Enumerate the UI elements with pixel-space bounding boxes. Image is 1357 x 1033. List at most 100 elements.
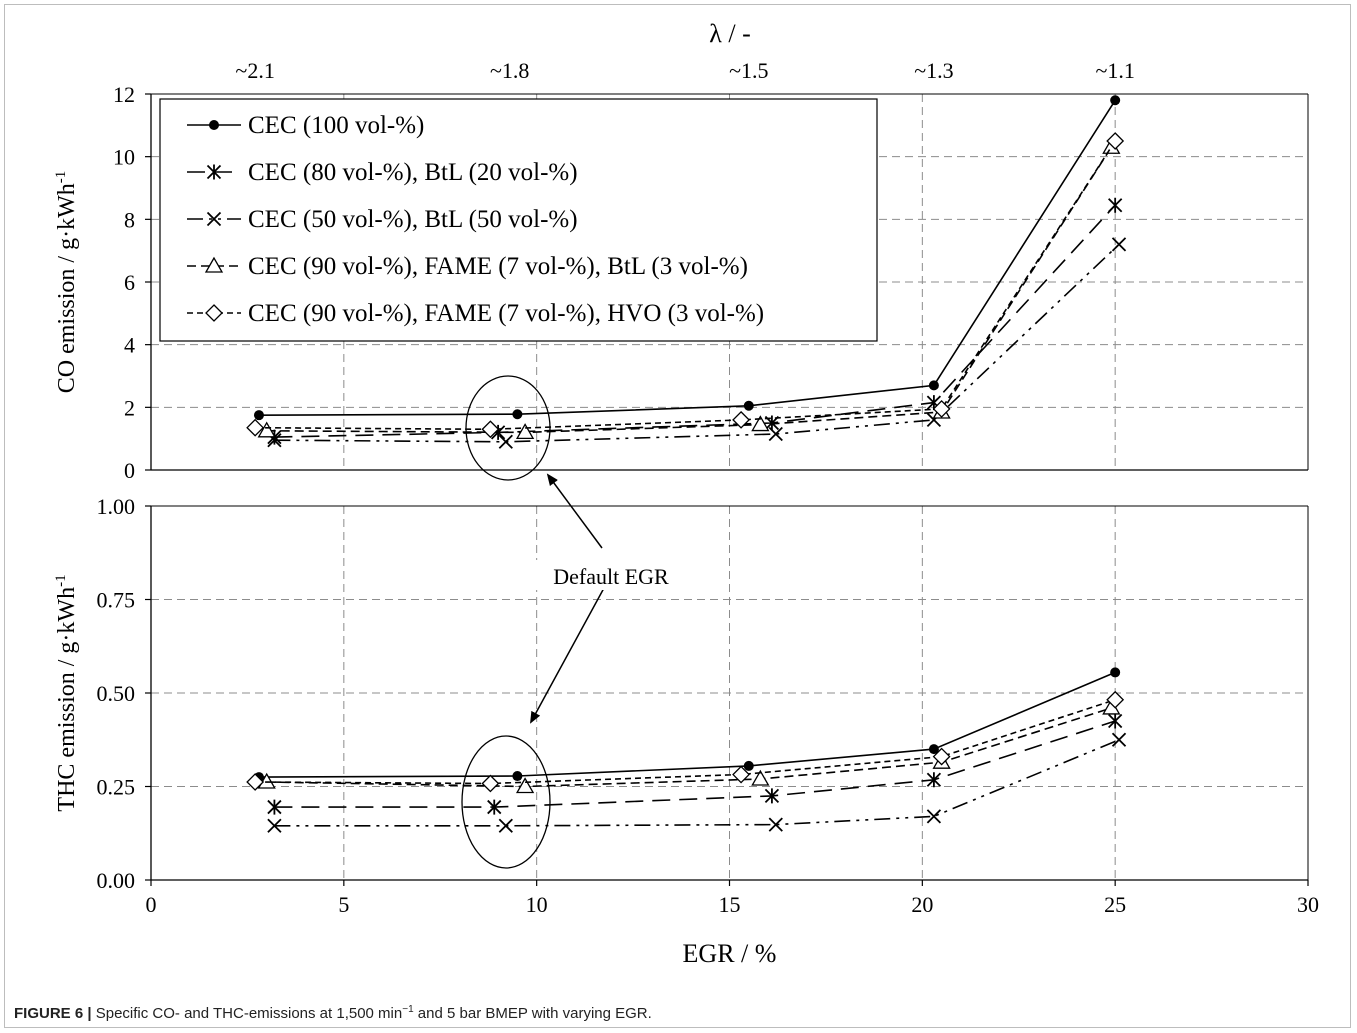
- bottom-series-2-point: [267, 818, 282, 833]
- bottom-series-2-point: [498, 818, 513, 833]
- bottom-xtick-label: 10: [526, 892, 548, 917]
- top-series-4-point: [481, 420, 500, 439]
- legend-marker-4: [205, 304, 223, 322]
- bottom-ytick-label: 0.25: [97, 775, 136, 800]
- top-y-axis-title-exponent: -1: [53, 171, 69, 184]
- x-axis-title: EGR / %: [683, 939, 777, 968]
- top-ytick-label: 2: [124, 395, 135, 420]
- bottom-series-3-point: [751, 769, 770, 786]
- top-ytick-label: 10: [113, 145, 135, 170]
- top-ytick-label: 12: [113, 82, 135, 107]
- bottom-series-4-point: [732, 765, 750, 784]
- top-series-4-point: [932, 399, 951, 418]
- legend-marker-0: [209, 120, 219, 130]
- top-ytick-label: 0: [124, 458, 135, 483]
- bottom-series-1-point: [1108, 713, 1123, 729]
- bottom-xtick-label: 0: [146, 892, 157, 917]
- top-series-1-point: [1108, 197, 1123, 213]
- top-axis-tick-label: ~1.3: [914, 58, 953, 83]
- legend-label-0: CEC (100 vol-%): [248, 112, 424, 139]
- emission-chart: 0 2 4 6 8 10 12 CO emission / g·kWh-1 λ / - ~2.1 ~…: [53, 19, 1319, 968]
- caption-text-after: and 5 bar BMEP with varying EGR.: [413, 1005, 652, 1022]
- legend-marker-2: [206, 211, 222, 227]
- top-series-4-line: [255, 140, 1116, 431]
- top-series-0-point: [1110, 95, 1121, 106]
- top-y-axis-title-text: CO emission / g·kWh: [54, 183, 80, 393]
- top-series-3-point: [515, 423, 535, 440]
- bottom-series-0-point: [928, 744, 939, 755]
- top-ytick-label: 6: [124, 270, 135, 295]
- bottom-xtick-label: 15: [719, 892, 741, 917]
- bottom-ytick-label: 1.00: [97, 494, 136, 519]
- figure-frame: [4, 4, 1351, 1028]
- default-egr-arrow-up: [546, 473, 603, 549]
- legend-label-4: CEC (90 vol-%), FAME (7 vol-%), HVO (3 v…: [248, 300, 764, 327]
- bottom-series-3-line: [266, 707, 1112, 788]
- top-series-2-point: [768, 426, 783, 442]
- top-axis-tick-label: ~1.1: [1095, 58, 1134, 83]
- bottom-series-2-point: [768, 817, 783, 832]
- bottom-ytick-label: 0.50: [97, 681, 136, 706]
- legend-marker-1: [206, 164, 222, 180]
- caption-exponent: −1: [402, 1004, 414, 1015]
- bottom-series-4-line: [255, 698, 1116, 785]
- bottom-ytick-label: 0.75: [97, 588, 136, 613]
- top-axis-tick-label: ~2.1: [235, 58, 274, 83]
- top-series-0-point: [253, 410, 264, 421]
- caption-text: Specific CO- and THC-emissions at 1,500 …: [95, 1005, 403, 1022]
- bottom-series-0-line: [258, 671, 1116, 778]
- bottom-series-1-line: [274, 720, 1116, 808]
- bottom-series-1-point: [926, 772, 942, 788]
- bottom-xtick-label: 20: [911, 892, 933, 917]
- bottom-series-4-point: [932, 747, 951, 766]
- bottom-series-0-point: [743, 760, 754, 771]
- top-axis-tick-label: ~1.8: [490, 58, 529, 83]
- default-egr-ellipse-bottom: [461, 735, 551, 869]
- figure-caption: FIGURE 6 | Specific CO- and THC-emission…: [14, 1004, 652, 1022]
- top-ytick-label: 4: [124, 333, 135, 358]
- top-series-4-point: [246, 418, 265, 437]
- legend-marker-3: [204, 256, 224, 273]
- top-axis-title: λ / -: [709, 19, 751, 48]
- bottom-series-4-point: [246, 773, 265, 791]
- top-series-0-point: [743, 400, 754, 411]
- legend: CEC (100 vol-%) CEC (80 vol-%), BtL (20 v…: [159, 98, 878, 342]
- top-series-3-point: [751, 415, 770, 432]
- caption-label: FIGURE 6 |: [14, 1005, 92, 1022]
- series-layer: [246, 95, 1127, 833]
- top-series-3-point: [257, 421, 276, 438]
- bottom-xtick-label: 30: [1297, 892, 1319, 917]
- bottom-series-2-point: [1111, 732, 1127, 747]
- top-series-0-point: [512, 409, 523, 420]
- bottom-xtick-label: 5: [338, 892, 349, 917]
- top-ytick-label: 8: [124, 207, 135, 232]
- bottom-series-4-point: [481, 774, 500, 793]
- top-series-4-point: [1106, 132, 1125, 150]
- top-series-0-point: [928, 380, 939, 391]
- bottom-series-0-point: [1110, 667, 1121, 678]
- legend-label-1: CEC (80 vol-%), BtL (20 vol-%): [248, 159, 578, 186]
- bottom-series-4-point: [1106, 690, 1125, 709]
- top-series-2-point: [498, 434, 513, 449]
- top-series-4-point: [732, 410, 750, 429]
- bottom-series-1-point: [267, 799, 282, 815]
- bottom-series-0-point: [512, 771, 523, 782]
- bottom-series-3-point: [515, 777, 535, 794]
- bottom-xtick-label: 25: [1104, 892, 1126, 917]
- default-egr-ellipse-top: [465, 375, 551, 481]
- bottom-series-2-point: [926, 809, 942, 824]
- axes-layer: 0 2 4 6 8 10 12 CO emission / g·kWh-1 λ / - ~2.1 ~…: [53, 19, 1319, 968]
- default-egr-arrow-down: [530, 587, 605, 724]
- bottom-series-2-line: [274, 739, 1120, 827]
- bottom-y-axis-title-text: THC emission / g·kWh: [54, 587, 80, 812]
- legend-label-3: CEC (90 vol-%), FAME (7 vol-%), BtL (3 v…: [248, 253, 748, 280]
- legend-label-2: CEC (50 vol-%), BtL (50 vol-%): [248, 206, 578, 233]
- bottom-series-1-point: [487, 799, 502, 815]
- default-egr-label: Default EGR: [553, 564, 669, 589]
- top-series-2-point: [1111, 237, 1127, 252]
- legend-box: [159, 98, 878, 342]
- bottom-y-axis-title: THC emission / g·kWh-1: [53, 574, 80, 811]
- top-axis-tick-label: ~1.5: [729, 58, 768, 83]
- default-egr-label-bg: [534, 560, 688, 590]
- top-y-axis-title: CO emission / g·kWh-1: [53, 171, 80, 394]
